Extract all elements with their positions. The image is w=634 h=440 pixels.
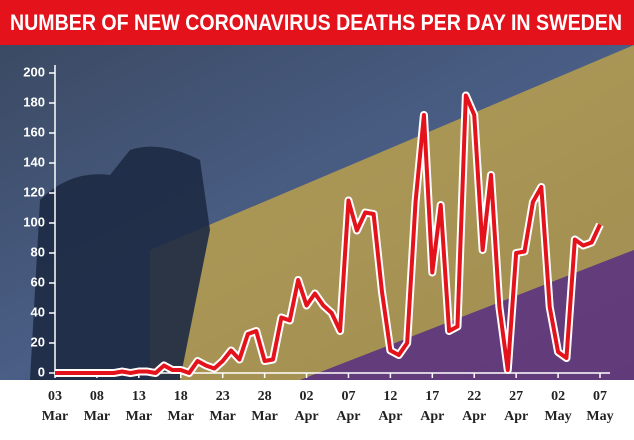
y-tick-label: 120	[23, 184, 45, 199]
y-tick-label: 0	[38, 364, 45, 379]
person-silhouette	[30, 146, 210, 380]
x-tick-label: 22 Apr	[462, 389, 486, 424]
y-tick-label: 100	[23, 214, 45, 229]
x-tick-label: 28 Mar	[251, 389, 277, 424]
title-banner	[0, 0, 634, 45]
plot-area: 0 20 40 60 80 100 120 140 160 180 200 03 Mar 08 Mar 13 M…	[23, 64, 613, 424]
x-tick-label: 02 Apr	[294, 389, 318, 424]
x-tick-label: 12 Apr	[378, 389, 402, 424]
x-tick-label: 02 May	[544, 389, 571, 424]
y-tick-label: 180	[23, 94, 45, 109]
line	[55, 93, 602, 375]
x-tick-label: 17 Apr	[420, 389, 444, 424]
x-tick-label: 03 Mar	[42, 389, 68, 424]
x-tick-label: 08 Mar	[84, 389, 110, 424]
y-tick-label: 200	[23, 64, 45, 79]
x-tick-label: 18 Mar	[168, 389, 194, 424]
x-tick-label: 07 Apr	[336, 389, 360, 424]
x-tick-label: 13 Mar	[126, 389, 152, 424]
x-tick-label: 23 Mar	[209, 389, 235, 424]
chart-title: NUMBER OF NEW CORONAVIRUS DEATHS PER DAY…	[10, 10, 622, 35]
y-tick-label: 160	[23, 124, 45, 139]
x-tick-label: 07 May	[586, 389, 613, 424]
x-tick-label: 27 Apr	[504, 389, 528, 424]
y-tick-label: 40	[31, 304, 45, 319]
y-tick-label: 60	[31, 274, 45, 289]
y-tick-label: 80	[31, 244, 45, 259]
y-tick-label: 140	[23, 154, 45, 169]
y-tick-label: 20	[31, 334, 45, 349]
